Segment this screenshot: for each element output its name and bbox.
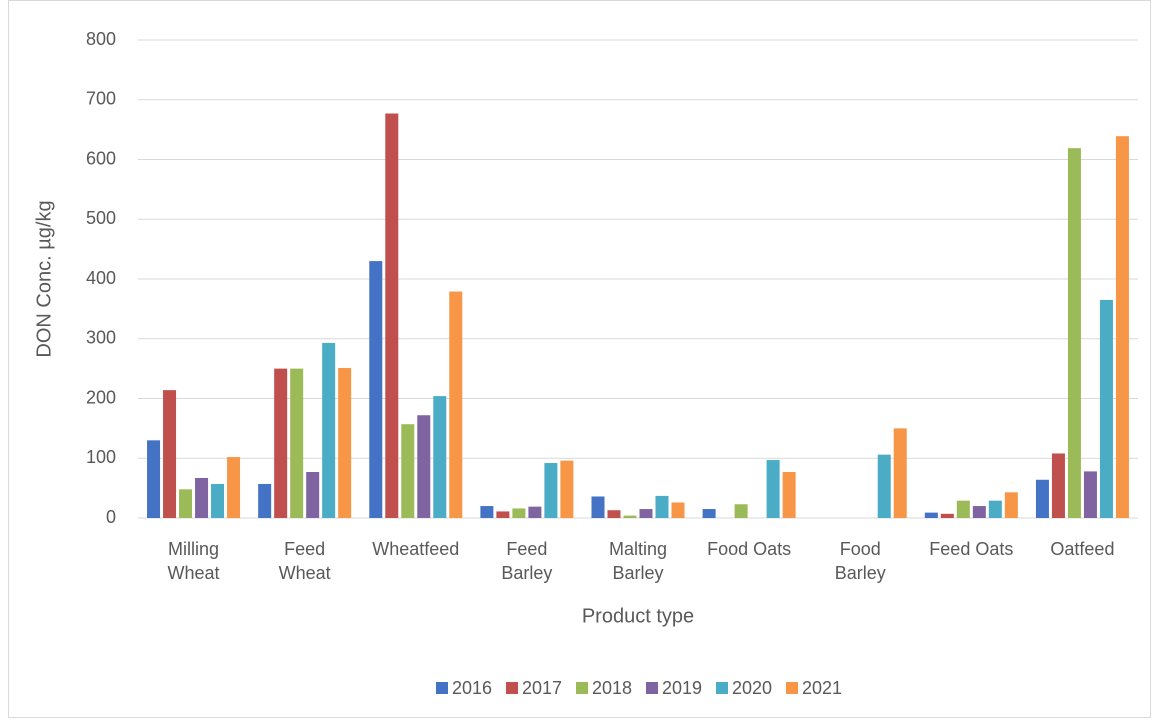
bar (1115, 136, 1129, 518)
bar (496, 511, 510, 518)
bar (877, 454, 891, 518)
bar (512, 508, 526, 518)
bar (560, 460, 574, 518)
legend-label: 2021 (802, 678, 842, 698)
bar (623, 515, 637, 518)
bar (544, 463, 558, 518)
y-tick-label: 600 (86, 148, 116, 168)
bar (734, 504, 748, 518)
bar (417, 415, 431, 518)
y-tick-label: 100 (86, 447, 116, 467)
bar (1067, 148, 1081, 518)
y-tick-label: 0 (106, 507, 116, 527)
bar (433, 396, 447, 518)
bar (702, 509, 716, 518)
x-axis-label: Product type (582, 605, 694, 627)
bar (1083, 471, 1097, 518)
bar (258, 483, 272, 518)
x-tick-label: Food Barley (834, 539, 886, 583)
x-tick-label: Feed Barley (501, 539, 553, 583)
bar (528, 506, 542, 518)
bar (480, 506, 494, 518)
bar (401, 424, 415, 518)
bar (385, 113, 399, 519)
legend-label: 2016 (452, 678, 492, 698)
y-tick-label: 700 (86, 89, 116, 109)
bar (1051, 453, 1065, 518)
bar (179, 489, 193, 518)
bar (671, 502, 685, 518)
bar (956, 500, 970, 518)
bar (893, 428, 907, 518)
x-tick-label: Feed Wheat (278, 539, 331, 583)
legend-label: 2018 (592, 678, 632, 698)
y-tick-label: 500 (86, 208, 116, 228)
bar (211, 483, 225, 518)
y-tick-label: 200 (86, 387, 116, 407)
x-tick-label: Wheatfeed (372, 539, 460, 559)
y-tick-label: 400 (86, 268, 116, 288)
bar (1004, 492, 1018, 518)
legend-label: 2017 (522, 678, 562, 698)
bar (369, 261, 383, 518)
bar (449, 291, 463, 518)
x-tick-label: Oatfeed (1050, 539, 1115, 559)
y-tick-label: 800 (86, 29, 116, 49)
bar (163, 390, 177, 518)
bar (338, 368, 352, 518)
bar (655, 495, 669, 518)
legend-swatch (646, 682, 658, 694)
legend-swatch (436, 682, 448, 694)
bar (766, 460, 780, 518)
legend-label: 2020 (732, 678, 772, 698)
bar (1035, 479, 1049, 518)
bar (274, 368, 288, 518)
bar (1099, 299, 1113, 518)
bar (988, 500, 1002, 518)
legend-label: 2019 (662, 678, 702, 698)
legend-swatch (716, 682, 728, 694)
bar (290, 368, 304, 518)
chart-border (8, 0, 1151, 718)
bar (322, 342, 336, 518)
y-tick-label: 300 (86, 328, 116, 348)
x-tick-label: Malting Barley (608, 539, 668, 583)
bar (607, 510, 621, 518)
bar (195, 477, 209, 518)
legend-swatch (576, 682, 588, 694)
bar (639, 509, 653, 518)
legend-swatch (786, 682, 798, 694)
y-axis-label: DON Conc. µg/kg (33, 200, 55, 357)
bar (924, 512, 938, 518)
x-tick-label: Feed Oats (929, 539, 1014, 559)
bar (940, 513, 954, 518)
bar (147, 440, 161, 518)
bar (306, 471, 320, 518)
bar (591, 496, 605, 518)
x-tick-label: Milling Wheat (167, 539, 220, 583)
bar (972, 506, 986, 518)
x-tick-label: Food Oats (707, 539, 792, 559)
bar (227, 457, 241, 518)
legend-swatch (506, 682, 518, 694)
bar (782, 471, 796, 518)
